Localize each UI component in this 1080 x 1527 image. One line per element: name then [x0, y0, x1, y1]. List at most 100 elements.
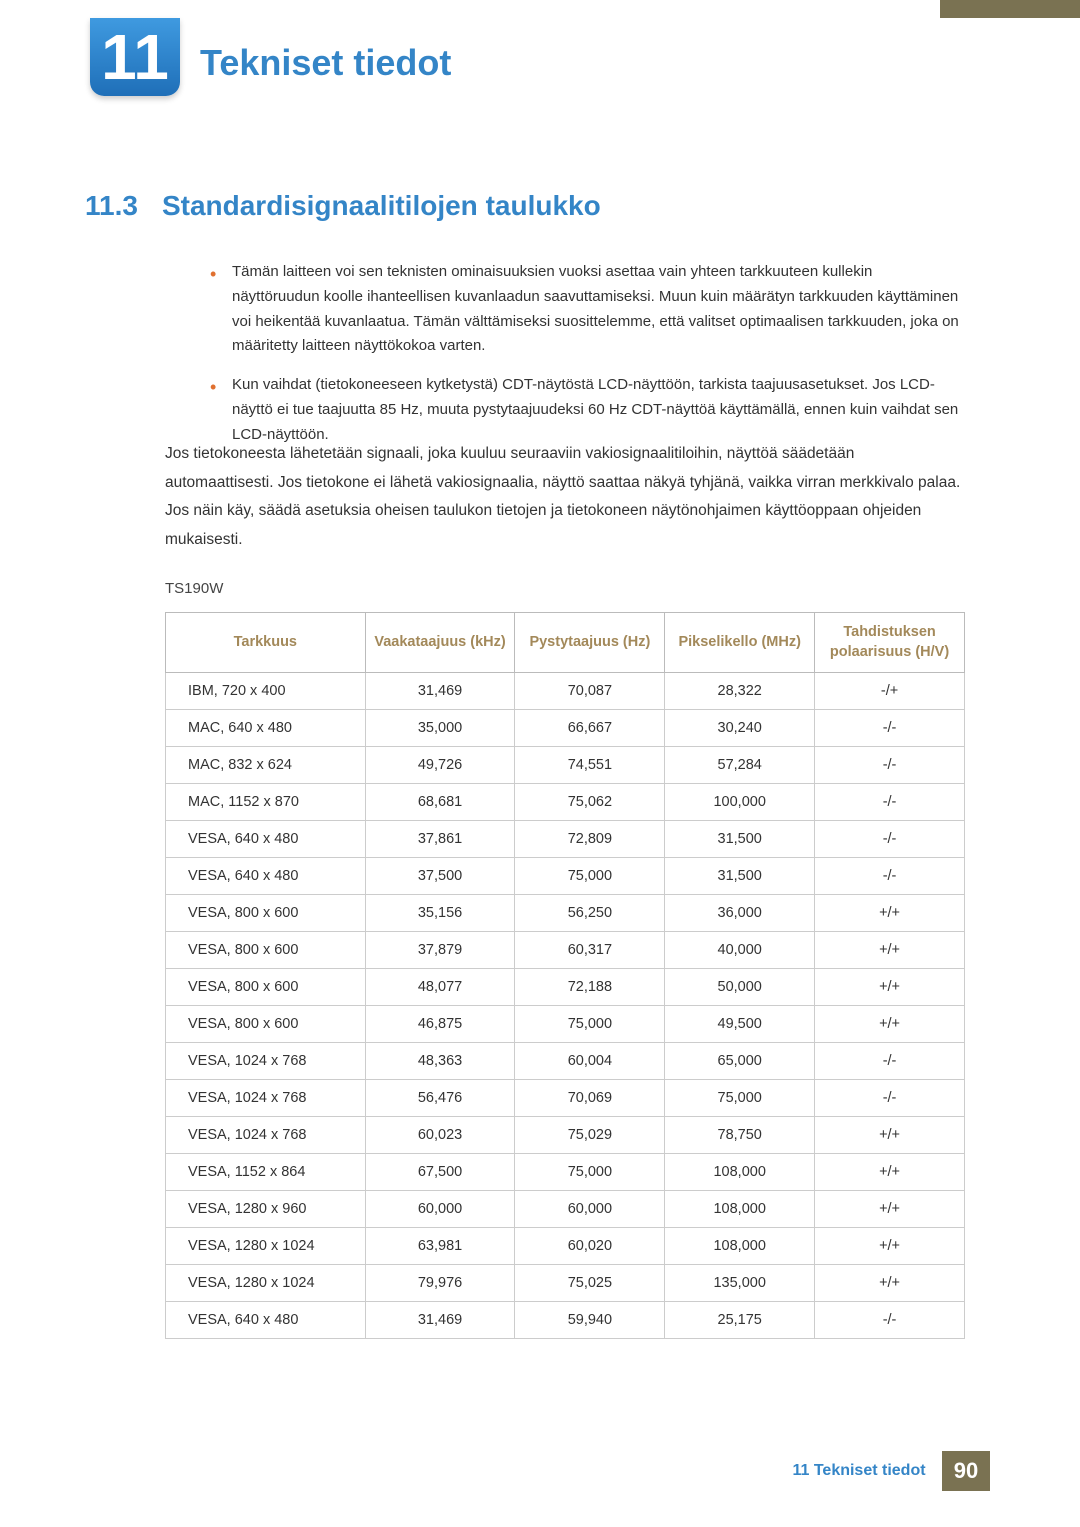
table-cell: 48,363: [365, 1043, 515, 1080]
table-cell: 40,000: [665, 932, 815, 969]
table-cell: 108,000: [665, 1228, 815, 1265]
col-pixelclock: Pikselikello (MHz): [665, 613, 815, 673]
table-cell: 60,317: [515, 932, 665, 969]
table-row: MAC, 1152 x 87068,68175,062100,000-/-: [166, 784, 965, 821]
table-row: VESA, 1152 x 86467,50075,000108,000+/+: [166, 1154, 965, 1191]
table-cell: 75,062: [515, 784, 665, 821]
table-cell: VESA, 800 x 600: [166, 969, 366, 1006]
col-hfreq: Vaakataajuus (kHz): [365, 613, 515, 673]
table-cell: VESA, 1024 x 768: [166, 1043, 366, 1080]
table-cell: 56,476: [365, 1080, 515, 1117]
table-cell: 108,000: [665, 1154, 815, 1191]
table-cell: VESA, 1152 x 864: [166, 1154, 366, 1191]
footer-text: 11 Tekniset tiedot: [792, 1462, 925, 1479]
table-row: MAC, 640 x 48035,00066,66730,240-/-: [166, 710, 965, 747]
table-row: MAC, 832 x 62449,72674,55157,284-/-: [166, 747, 965, 784]
table-cell: -/-: [815, 747, 965, 784]
table-cell: 100,000: [665, 784, 815, 821]
table-cell: 25,175: [665, 1302, 815, 1339]
table-cell: +/+: [815, 969, 965, 1006]
table-cell: 30,240: [665, 710, 815, 747]
table-cell: VESA, 1280 x 960: [166, 1191, 366, 1228]
chapter-title: Tekniset tiedot: [200, 42, 451, 84]
table-cell: VESA, 640 x 480: [166, 858, 366, 895]
col-vfreq: Pystytaajuus (Hz): [515, 613, 665, 673]
table-row: VESA, 640 x 48037,50075,00031,500-/-: [166, 858, 965, 895]
table-cell: 66,667: [515, 710, 665, 747]
table-cell: VESA, 1280 x 1024: [166, 1265, 366, 1302]
table-cell: +/+: [815, 1154, 965, 1191]
table-cell: VESA, 1280 x 1024: [166, 1228, 366, 1265]
table-cell: 60,000: [365, 1191, 515, 1228]
table-cell: -/+: [815, 673, 965, 710]
table-cell: +/+: [815, 895, 965, 932]
table-cell: 46,875: [365, 1006, 515, 1043]
table-cell: VESA, 640 x 480: [166, 821, 366, 858]
table-cell: 37,861: [365, 821, 515, 858]
section-title: Standardisignaalitilojen taulukko: [162, 190, 601, 221]
table-cell: MAC, 1152 x 870: [166, 784, 366, 821]
table-cell: 135,000: [665, 1265, 815, 1302]
table-row: VESA, 800 x 60046,87575,00049,500+/+: [166, 1006, 965, 1043]
table-row: VESA, 640 x 48031,46959,94025,175-/-: [166, 1302, 965, 1339]
page-number: 90: [942, 1451, 990, 1491]
table-cell: 72,188: [515, 969, 665, 1006]
model-label: TS190W: [165, 580, 223, 597]
table-cell: 31,469: [365, 673, 515, 710]
page-footer: 11 Tekniset tiedot 90: [792, 1451, 990, 1491]
table-cell: +/+: [815, 1228, 965, 1265]
table-cell: +/+: [815, 932, 965, 969]
table-cell: 60,000: [515, 1191, 665, 1228]
table-cell: VESA, 640 x 480: [166, 1302, 366, 1339]
table-cell: IBM, 720 x 400: [166, 673, 366, 710]
table-row: VESA, 1024 x 76848,36360,00465,000-/-: [166, 1043, 965, 1080]
table-cell: -/-: [815, 1043, 965, 1080]
top-accent-bar: [940, 0, 1080, 18]
table-row: VESA, 1280 x 102479,97675,025135,000+/+: [166, 1265, 965, 1302]
table-cell: 79,976: [365, 1265, 515, 1302]
table-cell: -/-: [815, 1080, 965, 1117]
table-cell: 60,020: [515, 1228, 665, 1265]
col-resolution: Tarkkuus: [166, 613, 366, 673]
table-cell: -/-: [815, 1302, 965, 1339]
table-cell: VESA, 800 x 600: [166, 1006, 366, 1043]
col-polarity: Tahdistuksen polaarisuus (H/V): [815, 613, 965, 673]
table-header-row: Tarkkuus Vaakataajuus (kHz) Pystytaajuus…: [166, 613, 965, 673]
signal-mode-table: Tarkkuus Vaakataajuus (kHz) Pystytaajuus…: [165, 612, 965, 1339]
table-cell: 75,029: [515, 1117, 665, 1154]
table-cell: VESA, 1024 x 768: [166, 1080, 366, 1117]
table-cell: 70,087: [515, 673, 665, 710]
bullet-item: Tämän laitteen voi sen teknisten ominais…: [210, 260, 960, 359]
table-cell: VESA, 800 x 600: [166, 895, 366, 932]
table-cell: MAC, 832 x 624: [166, 747, 366, 784]
table-cell: 56,250: [515, 895, 665, 932]
table-cell: -/-: [815, 821, 965, 858]
bullet-item: Kun vaihdat (tietokoneeseen kytketystä) …: [210, 373, 960, 447]
table-cell: 31,500: [665, 821, 815, 858]
table-cell: 48,077: [365, 969, 515, 1006]
table-cell: 78,750: [665, 1117, 815, 1154]
table-cell: 60,023: [365, 1117, 515, 1154]
table-row: VESA, 800 x 60048,07772,18850,000+/+: [166, 969, 965, 1006]
table-cell: 72,809: [515, 821, 665, 858]
table-cell: -/-: [815, 710, 965, 747]
table-cell: 59,940: [515, 1302, 665, 1339]
table-cell: 65,000: [665, 1043, 815, 1080]
table-cell: MAC, 640 x 480: [166, 710, 366, 747]
chapter-number-badge: 11: [90, 18, 180, 96]
table-cell: +/+: [815, 1265, 965, 1302]
table-cell: 57,284: [665, 747, 815, 784]
table-cell: 75,025: [515, 1265, 665, 1302]
table-cell: 36,000: [665, 895, 815, 932]
table-cell: 28,322: [665, 673, 815, 710]
table-cell: 68,681: [365, 784, 515, 821]
table-cell: 75,000: [515, 1006, 665, 1043]
table-row: VESA, 1024 x 76860,02375,02978,750+/+: [166, 1117, 965, 1154]
table-cell: 31,469: [365, 1302, 515, 1339]
table-cell: 75,000: [665, 1080, 815, 1117]
table-cell: 70,069: [515, 1080, 665, 1117]
section-number: 11.3: [85, 190, 138, 221]
table-cell: -/-: [815, 784, 965, 821]
table-cell: 31,500: [665, 858, 815, 895]
table-row: VESA, 1280 x 102463,98160,020108,000+/+: [166, 1228, 965, 1265]
